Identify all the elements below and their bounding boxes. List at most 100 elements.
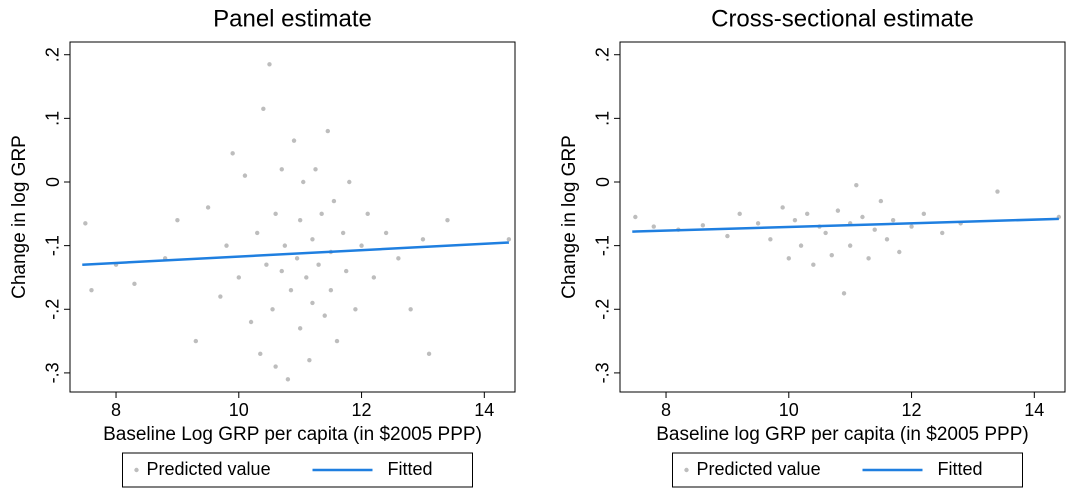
scatter-point bbox=[792, 217, 798, 223]
scatter-point bbox=[909, 224, 914, 229]
scatter-point bbox=[285, 377, 291, 382]
scatter-point bbox=[371, 275, 377, 280]
scatter-point bbox=[310, 300, 315, 306]
scatter-point bbox=[995, 189, 1000, 194]
scatter-point bbox=[420, 237, 426, 242]
scatter-point bbox=[841, 291, 847, 296]
scatter-point bbox=[737, 211, 742, 217]
scatter-point bbox=[780, 205, 785, 210]
scatter-point bbox=[230, 151, 235, 156]
scatter-point bbox=[242, 173, 248, 178]
chart-title: Cross-sectional estimate bbox=[711, 5, 974, 32]
scatter-point bbox=[633, 214, 638, 220]
scatter-point bbox=[334, 338, 340, 344]
legend-swatch bbox=[684, 467, 689, 473]
y-tick-label: -.2 bbox=[43, 299, 63, 320]
scatter-point bbox=[273, 211, 278, 217]
scatter-point bbox=[83, 221, 88, 226]
scatter-point bbox=[365, 211, 370, 217]
scatter-point bbox=[264, 262, 269, 267]
scatter-point bbox=[279, 167, 284, 172]
scatter-point bbox=[236, 275, 241, 280]
fitted-line bbox=[82, 241, 509, 266]
x-tick-label: 8 bbox=[111, 400, 121, 420]
y-axis-label: Change in log GRP bbox=[9, 135, 30, 299]
scatter-point bbox=[860, 214, 865, 220]
scatter-point bbox=[340, 230, 346, 236]
scatter-point bbox=[224, 243, 229, 248]
legend-label: Predicted value bbox=[697, 459, 821, 479]
x-axis-label: Baseline Log GRP per capita (in $2005 PP… bbox=[103, 424, 482, 445]
scatter-point bbox=[316, 262, 321, 267]
y-axis-label: Change in log GRP bbox=[559, 135, 580, 299]
legend-box bbox=[122, 452, 473, 488]
scatter-point bbox=[854, 182, 859, 188]
scatter-point bbox=[798, 243, 804, 248]
scatter-point bbox=[328, 287, 334, 293]
y-tick-label: -.1 bbox=[43, 235, 63, 256]
scatter-point bbox=[319, 211, 324, 217]
scatter-point bbox=[829, 252, 834, 258]
scatter-point bbox=[396, 256, 401, 261]
x-tick-label: 8 bbox=[661, 400, 671, 420]
chart-title: Panel estimate bbox=[213, 5, 372, 32]
plot-frame bbox=[619, 41, 1066, 393]
scatter-point bbox=[847, 243, 853, 248]
scatter-point bbox=[255, 230, 260, 236]
scatter-point bbox=[700, 223, 706, 228]
scatter-point bbox=[313, 167, 318, 172]
y-tick-label: 0 bbox=[43, 177, 63, 187]
scatter-point bbox=[279, 268, 284, 274]
y-tick-label: .2 bbox=[593, 47, 613, 62]
y-tick-label: -.1 bbox=[593, 235, 613, 256]
y-tick-label: 0 bbox=[593, 177, 613, 187]
scatter-point bbox=[725, 233, 730, 239]
scatter-point bbox=[786, 256, 791, 261]
scatter-point bbox=[890, 217, 896, 223]
scatter-point bbox=[884, 237, 890, 242]
legend-label: Fitted bbox=[938, 459, 983, 479]
scatter-point bbox=[811, 262, 816, 267]
scatter-point bbox=[347, 179, 352, 185]
scatter-point bbox=[383, 230, 389, 236]
scatter-point bbox=[506, 237, 512, 242]
legend-swatch bbox=[134, 467, 139, 473]
scatter-point bbox=[193, 338, 199, 344]
x-axis-label: Baseline log GRP per capita (in $2005 PP… bbox=[656, 424, 1028, 445]
scatter-point bbox=[322, 313, 327, 318]
y-tick-label: -.3 bbox=[593, 362, 613, 383]
scatter-point bbox=[768, 237, 773, 242]
scatter-point bbox=[344, 268, 349, 274]
scatter-point bbox=[805, 211, 810, 217]
scatter-point bbox=[304, 275, 309, 280]
legend-box bbox=[672, 452, 1023, 488]
scatter-point bbox=[897, 249, 902, 255]
x-tick-label: 12 bbox=[902, 400, 922, 420]
scatter-point bbox=[310, 237, 315, 242]
scatter-point bbox=[291, 138, 297, 143]
scatter-point bbox=[651, 224, 656, 229]
plot-frame bbox=[69, 41, 516, 393]
scatter-point bbox=[755, 221, 761, 226]
x-tick-label: 12 bbox=[352, 400, 372, 420]
fitted-line bbox=[632, 217, 1059, 233]
scatter-point bbox=[940, 230, 945, 236]
scatter-point bbox=[294, 256, 300, 261]
scatter-point bbox=[921, 211, 927, 217]
legend-label: Fitted bbox=[388, 459, 433, 479]
scatter-point bbox=[878, 198, 884, 204]
scatter-point bbox=[426, 351, 432, 357]
scatter-point bbox=[132, 281, 137, 287]
scatter-point bbox=[307, 357, 312, 363]
scatter-point bbox=[261, 106, 266, 112]
scatter-point bbox=[835, 208, 841, 213]
scatter-point bbox=[205, 205, 211, 210]
y-tick-label: -.2 bbox=[593, 299, 613, 320]
scatter-point bbox=[445, 217, 450, 223]
scatter-point bbox=[408, 307, 413, 312]
scatter-point bbox=[331, 198, 337, 204]
scatter-point bbox=[288, 287, 294, 293]
scatter-point bbox=[175, 217, 180, 223]
